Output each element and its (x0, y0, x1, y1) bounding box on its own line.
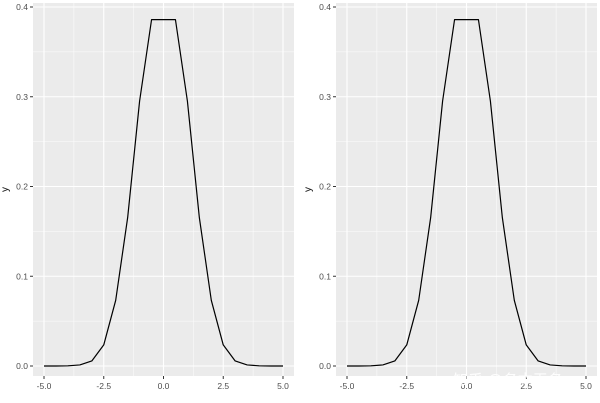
x-tick-label: 2.5 (217, 381, 229, 391)
x-tick-label: -2.5 (399, 381, 414, 391)
x-tick-label: 5.0 (580, 381, 592, 391)
y-tick-label: 0.4 (319, 2, 331, 12)
y-tick-label: 0.3 (319, 92, 331, 102)
y-axis-title: y (0, 187, 11, 192)
y-tick-label: 0.2 (319, 182, 331, 192)
plot-panel-1: -5.0 -2.5 0.0 2.5 5.0 0.0 0.1 0.2 0.3 0.4 y (0, 2, 294, 391)
y-tick-label: 0.3 (16, 92, 28, 102)
watermark-text: 知乎 @名本无名 (453, 371, 563, 389)
series-line-1 (44, 19, 283, 367)
y-tick-label: 0.0 (319, 361, 331, 371)
plot-panel-2: -5.0 -2.5 0.0 2.5 5.0 0.0 0.1 0.2 0.3 0.4 y (303, 2, 597, 391)
y-tick-label: 0.1 (319, 271, 331, 281)
x-tick-label: 0.0 (461, 381, 473, 391)
y-axis-title: y (303, 187, 314, 192)
x-tick-label: 0.0 (158, 381, 170, 391)
y-tick-label: 0.4 (16, 2, 28, 12)
series-line-1 (347, 19, 586, 367)
x-tick-label: -2.5 (96, 381, 111, 391)
x-tick-label: 2.5 (520, 381, 532, 391)
x-tick-label: -5.0 (37, 381, 52, 391)
x-tick-label: 5.0 (277, 381, 289, 391)
y-tick-label: 0.0 (16, 361, 28, 371)
y-tick-label: 0.1 (16, 271, 28, 281)
y-tick-label: 0.2 (16, 182, 28, 192)
x-tick-label: -5.0 (340, 381, 355, 391)
